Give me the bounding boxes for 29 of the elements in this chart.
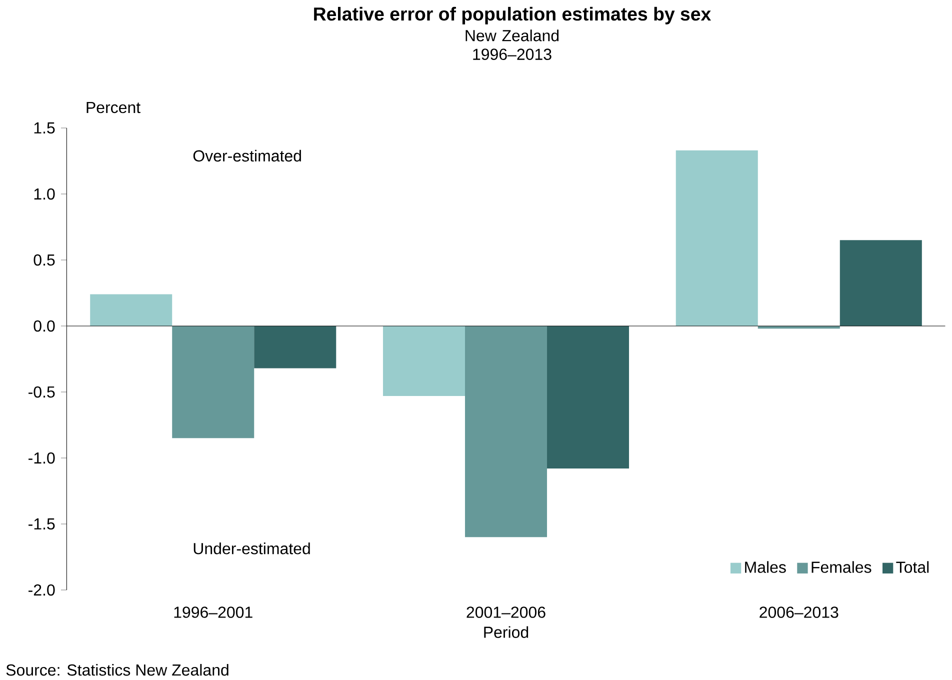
bar: [382, 326, 465, 396]
y-tick-label: -2.0: [28, 584, 55, 596]
y-tick-label: 0.5: [34, 254, 55, 266]
x-tick-label: 2001–2006: [466, 606, 546, 618]
y-tick-label: 1.0: [34, 188, 55, 200]
bar: [840, 240, 922, 326]
bar: [465, 326, 548, 538]
y-axis-title: Percent: [86, 102, 140, 114]
x-tick-label: 1996–2001: [174, 606, 252, 618]
x-axis-title: Period: [484, 626, 528, 638]
bar: [676, 150, 758, 326]
x-tick-label: 2006–2013: [760, 606, 838, 618]
annotation: Under-estimated: [194, 542, 310, 554]
y-tick-label: 0.0: [34, 320, 55, 332]
chart-subtitle: New Zealand 1996–2013: [466, 30, 559, 60]
source-note: Source: Statistics New Zealand: [6, 664, 228, 676]
bar: [172, 326, 254, 438]
legend-label: Females: [812, 561, 872, 573]
y-tick-label: 1.5: [34, 122, 55, 134]
annotation: Over-estimated: [193, 150, 301, 162]
legend-label: Total: [896, 561, 929, 573]
bar: [90, 294, 172, 326]
y-tick-label: -1.5: [28, 518, 55, 530]
bar: [547, 326, 630, 469]
bar: [254, 326, 336, 368]
y-tick-label: -1.0: [28, 452, 55, 464]
legend-label: Males: [745, 561, 786, 573]
y-tick-label: -0.5: [28, 386, 55, 398]
chart-title: Relative error of population estimates by sex: [314, 6, 712, 24]
